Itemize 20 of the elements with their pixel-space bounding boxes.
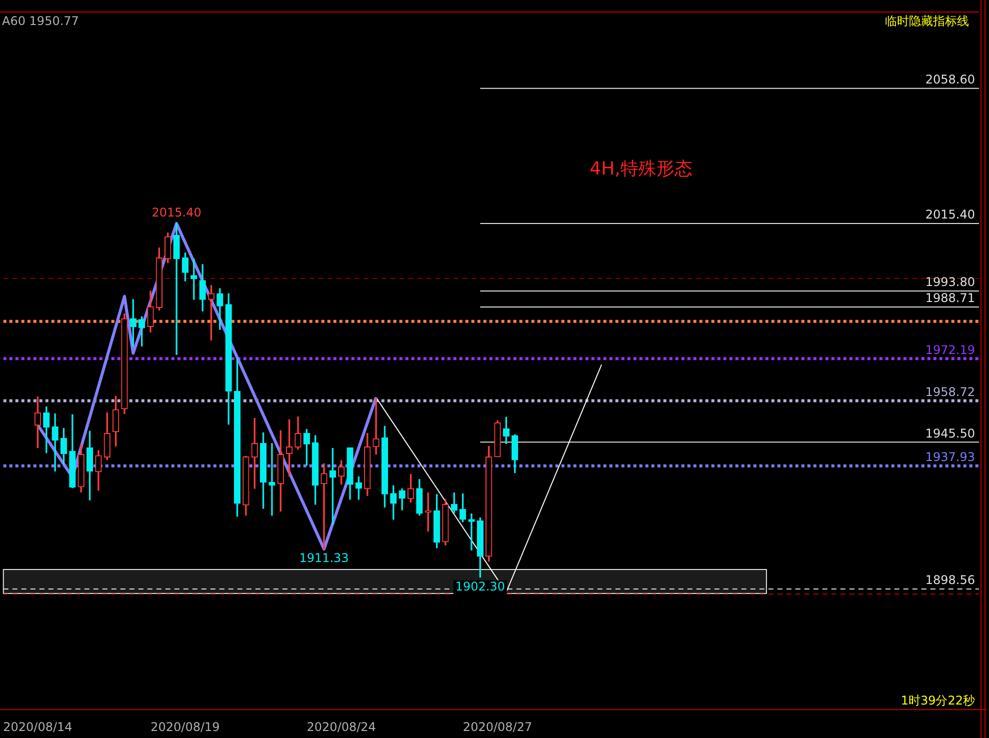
x-tick-label: 2020/08/14 bbox=[3, 720, 72, 734]
ref-line-label: 1972.19 bbox=[925, 342, 975, 357]
text: 4H,特殊形态 bbox=[590, 158, 692, 180]
ref-line-label: 1945.50 bbox=[925, 426, 975, 440]
ref-line-label: 2015.40 bbox=[925, 208, 975, 222]
ref-line-label: 1993.80 bbox=[925, 275, 975, 290]
annotation: 2015.40 bbox=[152, 206, 202, 220]
annotation: 1911.33 bbox=[299, 551, 349, 566]
ref-line-label: 1898.56 bbox=[925, 573, 975, 588]
x-tick-label: 2020/08/19 bbox=[150, 720, 220, 734]
ref-line-label: 1988.71 bbox=[925, 291, 975, 306]
annotation: 临时隐藏指标线 bbox=[885, 14, 969, 28]
annotation: 1时39分22秒 bbox=[900, 694, 975, 708]
annotation: A60 1950.77 bbox=[2, 14, 79, 28]
ref-line-label: 2058.60 bbox=[925, 72, 975, 86]
x-tick-label: 2020/08/27 bbox=[462, 720, 532, 734]
x-tick-label: 2020/08/24 bbox=[306, 720, 376, 734]
ref-line-label: 1958.72 bbox=[925, 384, 975, 399]
ref-line-label: 1937.93 bbox=[925, 450, 975, 464]
annotation: 1902.30 bbox=[455, 579, 505, 594]
